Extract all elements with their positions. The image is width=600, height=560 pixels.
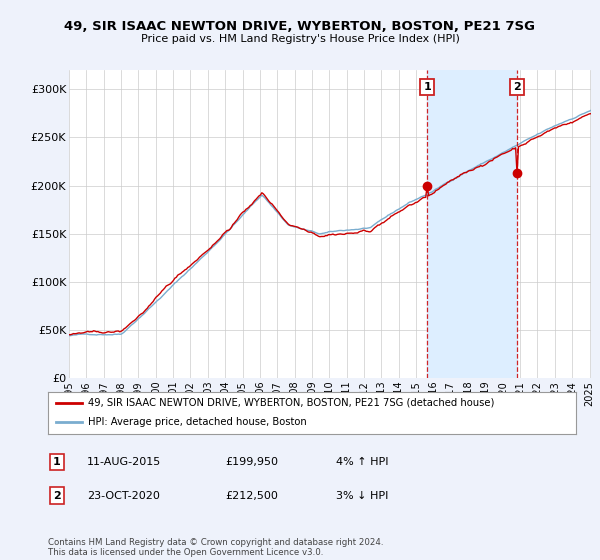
Text: £212,500: £212,500 [225,491,278,501]
Text: 2: 2 [513,82,521,92]
Text: 2: 2 [53,491,61,501]
Text: 4% ↑ HPI: 4% ↑ HPI [336,457,389,467]
Text: Contains HM Land Registry data © Crown copyright and database right 2024.
This d: Contains HM Land Registry data © Crown c… [48,538,383,557]
Text: £199,950: £199,950 [225,457,278,467]
Text: HPI: Average price, detached house, Boston: HPI: Average price, detached house, Bost… [88,417,307,427]
Text: 49, SIR ISAAC NEWTON DRIVE, WYBERTON, BOSTON, PE21 7SG: 49, SIR ISAAC NEWTON DRIVE, WYBERTON, BO… [65,20,536,32]
Text: 23-OCT-2020: 23-OCT-2020 [87,491,160,501]
Text: 1: 1 [53,457,61,467]
Text: 49, SIR ISAAC NEWTON DRIVE, WYBERTON, BOSTON, PE21 7SG (detached house): 49, SIR ISAAC NEWTON DRIVE, WYBERTON, BO… [88,398,494,408]
Text: 11-AUG-2015: 11-AUG-2015 [87,457,161,467]
Text: Price paid vs. HM Land Registry's House Price Index (HPI): Price paid vs. HM Land Registry's House … [140,34,460,44]
Bar [427,70,517,378]
Text: 1: 1 [423,82,431,92]
Text: 3% ↓ HPI: 3% ↓ HPI [336,491,388,501]
